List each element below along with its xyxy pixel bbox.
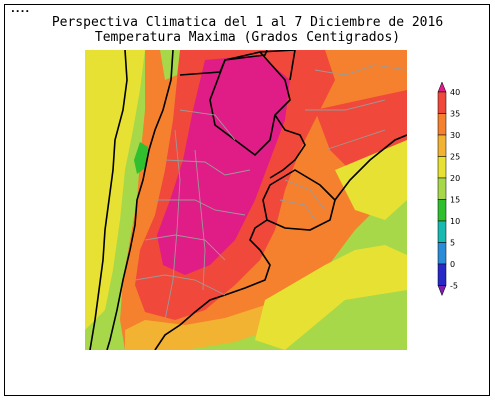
chile-coast <box>89 50 128 350</box>
legend-swatch <box>437 263 447 286</box>
zone-yellow-ne <box>335 140 407 220</box>
brazil-bolivia-border <box>259 50 296 81</box>
zone-magenta <box>157 55 290 275</box>
legend-swatch <box>437 242 447 265</box>
argentina-atlantic-coast <box>154 249 271 350</box>
legend-top-arrow <box>437 81 447 93</box>
menu-dots: .... <box>11 4 31 15</box>
province-line-7 <box>164 129 181 321</box>
legend-label: 15 <box>450 196 460 205</box>
argentina-brazil-border <box>269 114 306 179</box>
province-line-1 <box>179 109 236 141</box>
zone-light-green-sea <box>285 290 407 350</box>
legend-swatch <box>437 91 447 114</box>
legend-bars <box>437 81 447 297</box>
legend-label: 20 <box>450 174 460 183</box>
legend-label: -5 <box>450 282 458 291</box>
brazil-coast <box>334 134 407 201</box>
province-line-5 <box>134 274 226 296</box>
legend-label: 35 <box>450 110 460 119</box>
legend-swatch <box>437 220 447 243</box>
map-title: Perspectiva Climatica del 1 al 7 Diciemb… <box>51 15 444 30</box>
legend-swatch <box>437 156 447 179</box>
province-line-8 <box>314 64 407 76</box>
province-line-12 <box>279 199 316 221</box>
legend-label: 0 <box>450 260 455 269</box>
legend-swatch <box>437 199 447 222</box>
province-line-6 <box>194 149 206 291</box>
legend-swatch <box>437 134 447 157</box>
legend-swatch <box>437 177 447 200</box>
map-subtitle: Temperatura Maxima (Grados Centigrados) <box>94 30 401 45</box>
zone-green-andes <box>134 142 148 174</box>
legend-label: 30 <box>450 131 460 140</box>
uruguay-border <box>262 169 336 231</box>
paraguay-border <box>209 51 291 157</box>
province-line-2 <box>164 159 251 176</box>
province-line-4 <box>144 234 226 261</box>
province-line-10 <box>324 129 386 151</box>
country-borders <box>89 50 407 350</box>
legend-bottom-arrow <box>437 285 447 297</box>
temperature-map <box>85 50 407 350</box>
color-legend: 40 35 30 25 20 15 10 5 0 -5 <box>437 81 460 297</box>
legend-swatch <box>437 113 447 136</box>
zone-green-north <box>160 50 180 80</box>
zone-yellow-west <box>85 50 145 330</box>
province-line-9 <box>305 99 386 111</box>
province-borders <box>134 64 407 321</box>
legend-label: 40 <box>450 88 460 97</box>
legend-labels: 40 35 30 25 20 15 10 5 0 -5 <box>450 88 460 291</box>
rio-de-la-plata <box>249 219 268 251</box>
province-line-3 <box>155 199 246 216</box>
chile-argentina-border <box>106 50 174 350</box>
legend-label: 5 <box>450 239 455 248</box>
legend-label: 10 <box>450 217 460 226</box>
province-line-11 <box>284 179 326 211</box>
legend-label: 25 <box>450 153 460 162</box>
